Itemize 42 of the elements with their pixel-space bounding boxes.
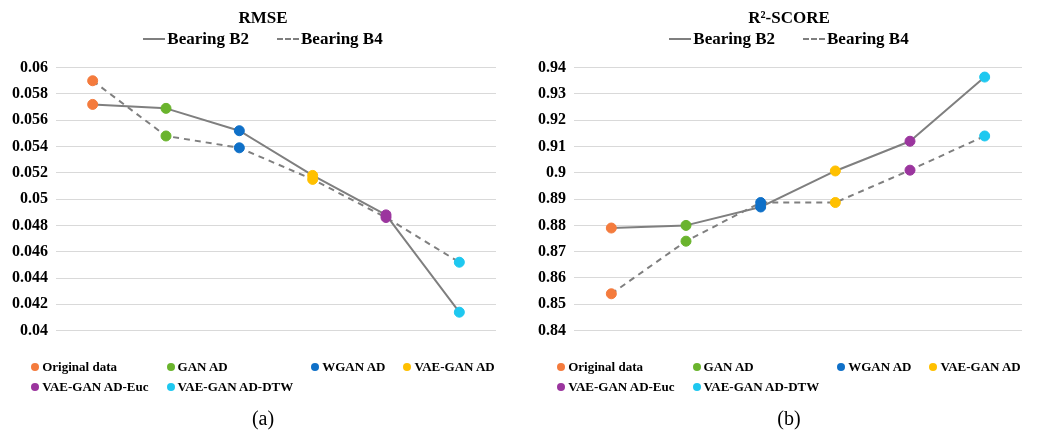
y-tick-label: 0.052 <box>12 162 48 180</box>
y-tick-label: 0.91 <box>538 136 566 154</box>
y-tick-label: 0.056 <box>12 110 48 128</box>
chart-title: RMSE <box>237 8 289 28</box>
y-tick-label: 0.93 <box>538 84 566 102</box>
y-tick-label: 0.84 <box>538 320 566 338</box>
y-tick-label: 0.9 <box>546 162 566 180</box>
legend-label: GAN AD <box>177 359 228 375</box>
legend-label: WGAN AD <box>848 359 912 375</box>
y-tick-label: 0.054 <box>12 136 48 154</box>
y-tick-label: 0.058 <box>12 84 48 102</box>
chart-title: R²-SCORE <box>747 8 831 28</box>
legend-label: WGAN AD <box>322 359 386 375</box>
y-tick-label: 0.94 <box>538 57 566 75</box>
legend-label: Original data <box>42 359 117 375</box>
y-tick-label: 0.06 <box>20 57 48 75</box>
y-tick-label: 0.89 <box>538 189 566 207</box>
y-tick-label: 0.048 <box>12 215 48 233</box>
legend-label: VAE-GAN AD <box>414 359 495 375</box>
legend-label: Bearing B4 <box>301 29 383 49</box>
legend-label: Bearing B4 <box>827 29 909 49</box>
y-tick-label: 0.88 <box>538 215 566 233</box>
text: (a) <box>250 407 276 430</box>
y-tick-label: 0.87 <box>538 241 566 259</box>
legend-label: VAE-GAN AD-Euc <box>42 379 149 395</box>
legend-label: Original data <box>568 359 643 375</box>
y-tick-label: 0.86 <box>538 268 566 286</box>
legend-label: Bearing B2 <box>693 29 775 49</box>
y-tick-label: 0.042 <box>12 294 48 312</box>
y-tick-label: 0.85 <box>538 294 566 312</box>
legend-label: Bearing B2 <box>167 29 249 49</box>
y-tick-label: 0.04 <box>20 320 48 338</box>
legend-label: VAE-GAN AD-Euc <box>568 379 675 395</box>
y-tick-label: 0.05 <box>20 189 48 207</box>
y-tick-label: 0.044 <box>12 268 48 286</box>
y-tick-label: 0.92 <box>538 110 566 128</box>
legend-label: VAE-GAN AD <box>940 359 1021 375</box>
text: (b) <box>776 407 802 430</box>
legend-label: GAN AD <box>703 359 754 375</box>
y-tick-label: 0.046 <box>12 241 48 259</box>
legend-label: VAE-GAN AD-DTW <box>177 379 294 395</box>
legend-label: VAE-GAN AD-DTW <box>703 379 820 395</box>
